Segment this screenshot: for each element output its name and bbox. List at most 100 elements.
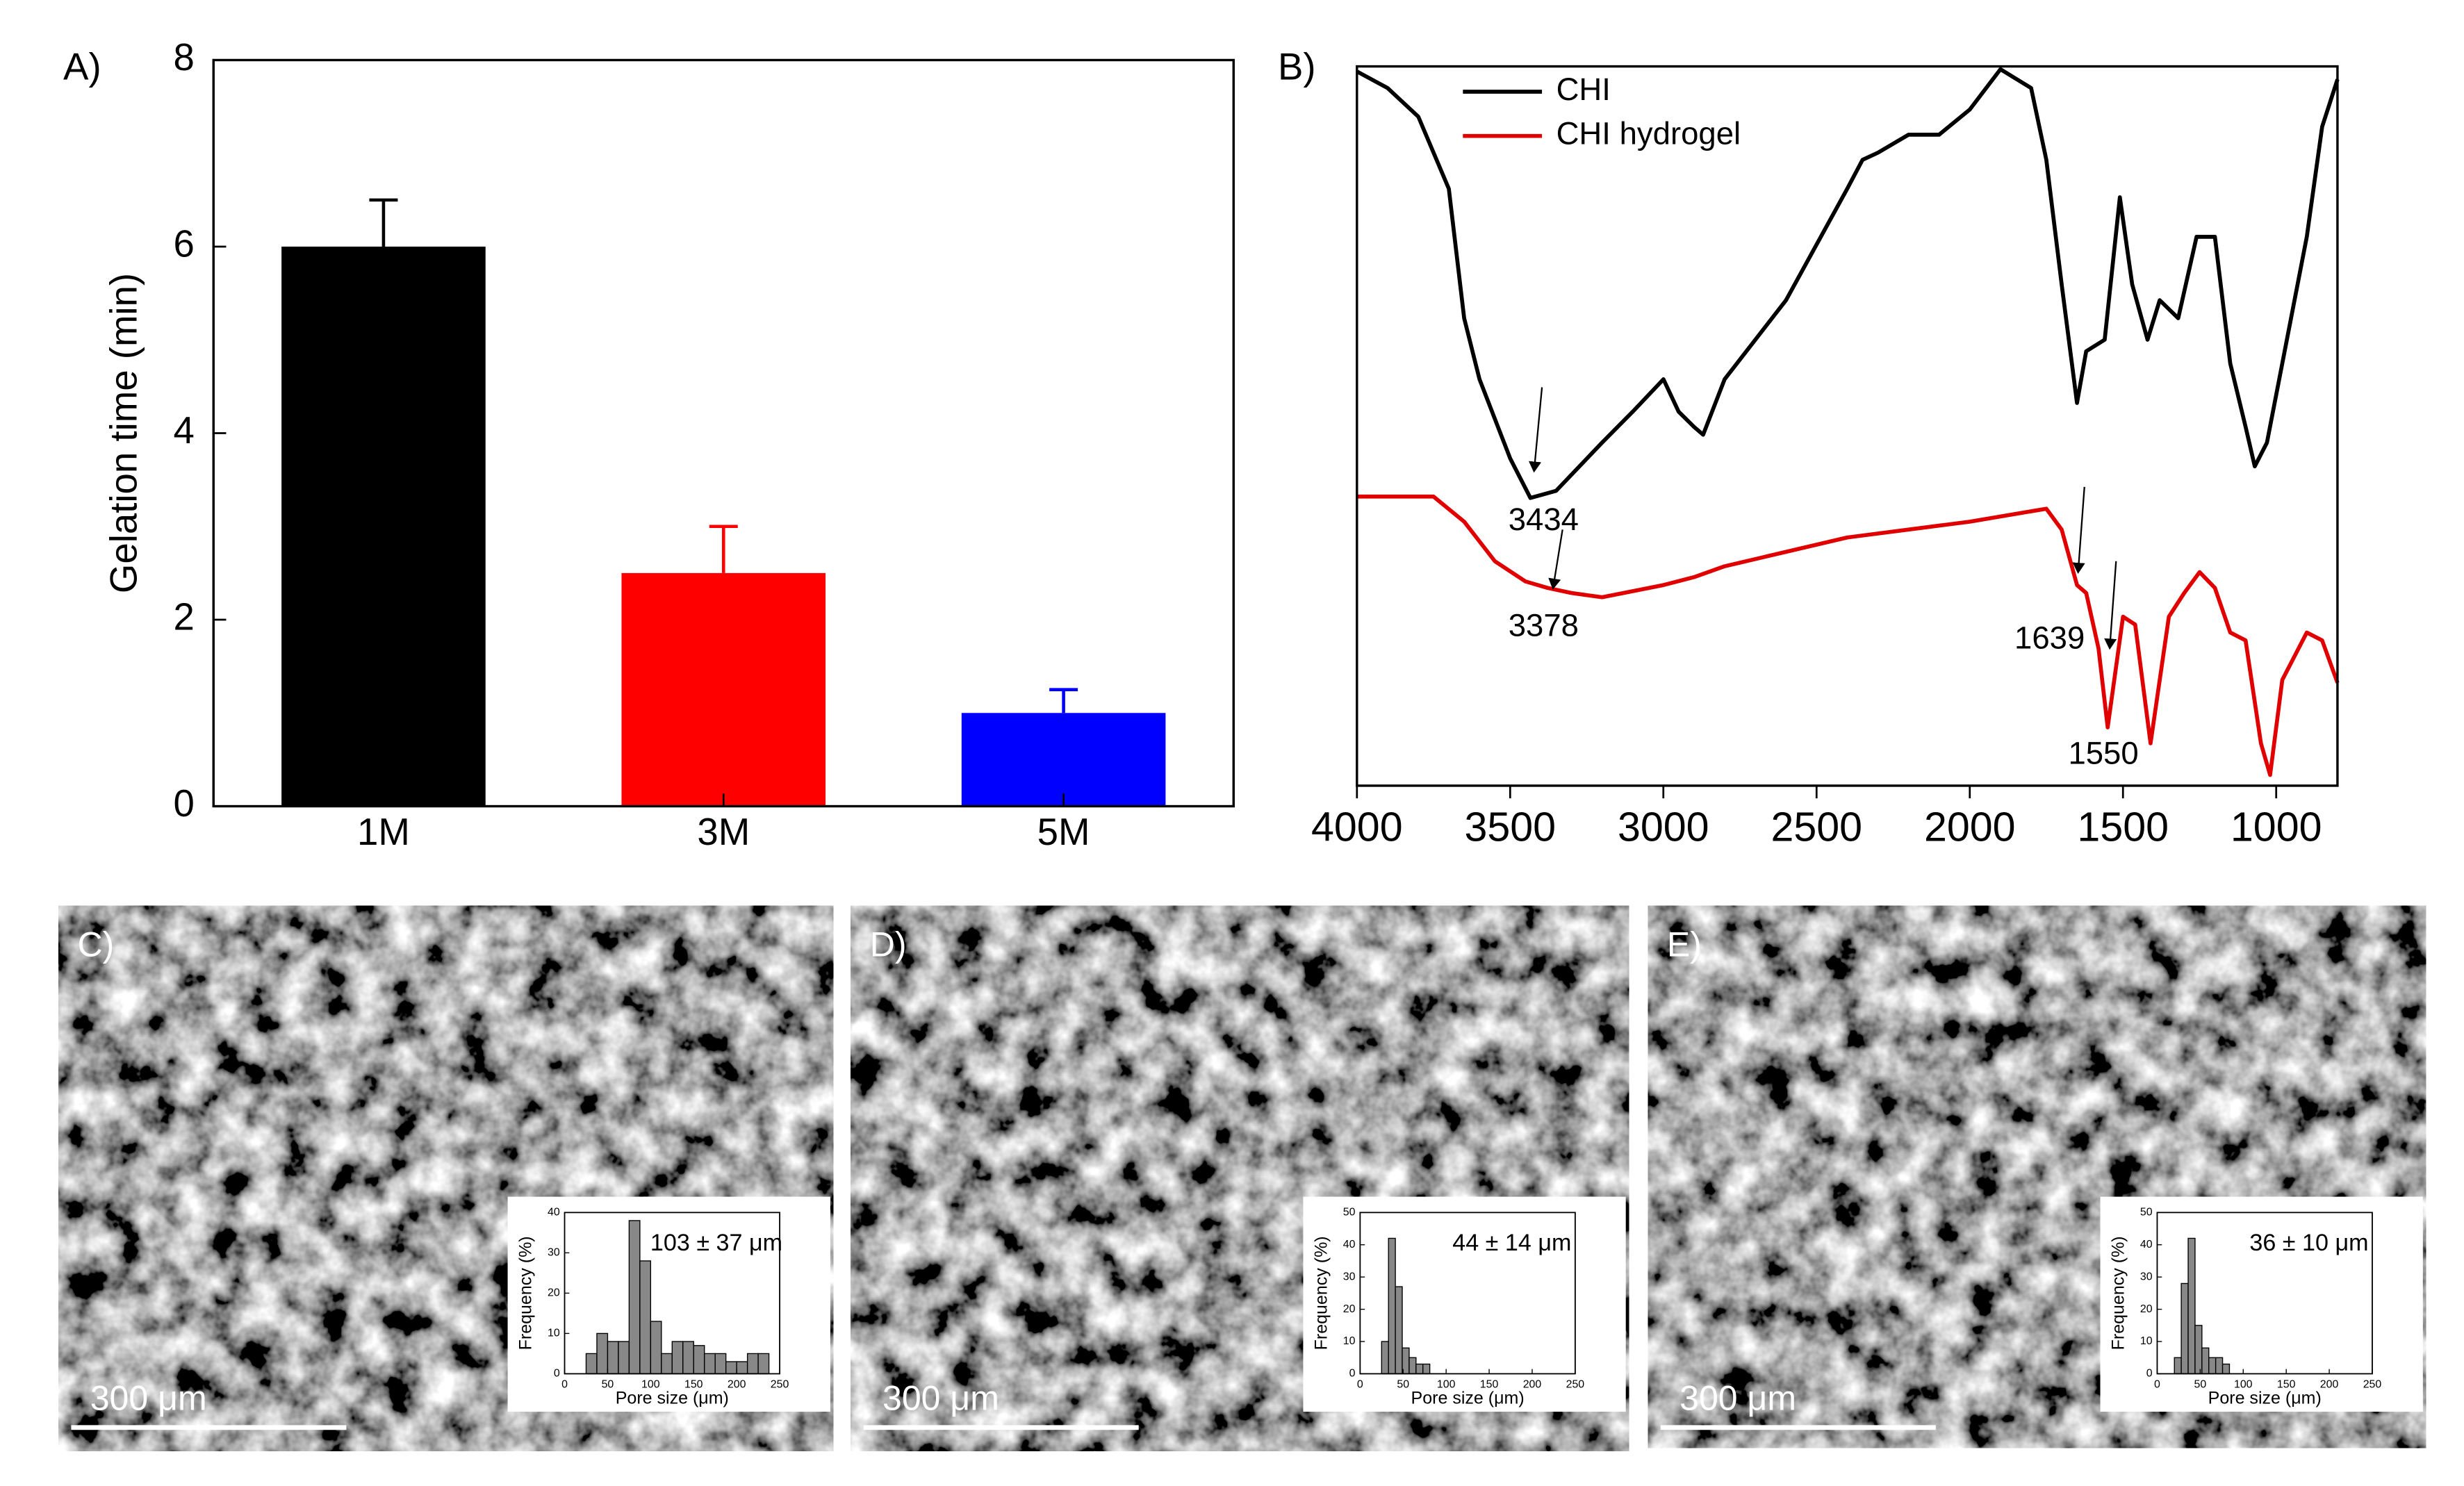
inset-title: 36 ± 10 μm bbox=[2249, 1230, 2368, 1256]
annotation: 1550 bbox=[2068, 736, 2138, 771]
plot-frame bbox=[1356, 65, 2339, 787]
error-bar bbox=[369, 198, 398, 247]
x-tick-label: 150 bbox=[1480, 1379, 1499, 1391]
y-axis-label: Gelation time (min) bbox=[102, 273, 145, 593]
bar bbox=[621, 572, 826, 807]
y-tick-label: 10 bbox=[1343, 1335, 1356, 1347]
histogram-bar bbox=[2194, 1325, 2203, 1375]
histogram-bar bbox=[746, 1353, 759, 1375]
inset-frame bbox=[2156, 1212, 2373, 1375]
histogram-bar bbox=[628, 1220, 641, 1375]
histogram-bar bbox=[725, 1361, 737, 1375]
legend-label: CHI hydrogel bbox=[1557, 116, 1741, 151]
histogram-bar bbox=[1422, 1363, 1431, 1375]
inset-y-label: Frequency (%) bbox=[516, 1236, 536, 1350]
x-tick-label: 3500 bbox=[1464, 803, 1556, 850]
y-tick-label: 20 bbox=[1343, 1303, 1356, 1315]
histogram-bar bbox=[693, 1345, 705, 1375]
histogram-bar bbox=[1395, 1286, 1403, 1375]
histogram-bar bbox=[607, 1341, 619, 1375]
bar bbox=[281, 246, 486, 807]
scale-bar-label: 300 μm bbox=[882, 1378, 999, 1417]
histogram-bar bbox=[682, 1341, 694, 1375]
error-bar bbox=[709, 525, 738, 573]
annotation-arrow bbox=[2104, 561, 2117, 650]
histogram-bar bbox=[596, 1332, 609, 1375]
inset-title: 103 ± 37 μm bbox=[650, 1230, 782, 1256]
x-tick-label: 50 bbox=[2194, 1379, 2207, 1391]
histogram-bar bbox=[2208, 1357, 2217, 1375]
inset-frame bbox=[564, 1212, 780, 1375]
inset-title: 44 ± 14 μm bbox=[1452, 1230, 1571, 1256]
panel-label: C) bbox=[78, 925, 115, 964]
x-tick-label: 5M bbox=[1037, 811, 1090, 853]
histogram-bar bbox=[671, 1341, 684, 1375]
x-tick-label: 100 bbox=[641, 1379, 660, 1391]
x-tick-label: 3M bbox=[697, 811, 750, 853]
panel-label: E) bbox=[1667, 925, 1702, 964]
x-tick-label: 150 bbox=[684, 1379, 703, 1391]
scale-bar-label: 300 μm bbox=[1679, 1378, 1796, 1417]
histogram-bar bbox=[1408, 1357, 1417, 1375]
y-tick-label: 2 bbox=[174, 595, 195, 638]
inset-x-label: Pore size (μm) bbox=[616, 1388, 729, 1407]
y-tick-label: 10 bbox=[548, 1328, 560, 1339]
annotation: 3378 bbox=[1509, 607, 1579, 643]
x-tick-label: 0 bbox=[2154, 1379, 2160, 1391]
plot-frame bbox=[212, 58, 1235, 808]
x-tick-label: 50 bbox=[1397, 1379, 1409, 1391]
inset-background bbox=[1303, 1196, 1626, 1412]
annotation-arrow bbox=[1528, 387, 1543, 473]
y-tick-label: 20 bbox=[548, 1287, 560, 1299]
histogram-bar bbox=[1415, 1363, 1424, 1375]
histogram-bar bbox=[736, 1361, 748, 1375]
annotation: 3434 bbox=[1509, 502, 1579, 537]
annotation: 1639 bbox=[2014, 620, 2085, 656]
inset-x-label: Pore size (μm) bbox=[1411, 1388, 1525, 1407]
histogram-bar bbox=[1388, 1237, 1396, 1375]
x-tick-label: 100 bbox=[1437, 1379, 1456, 1391]
x-tick-label: 2000 bbox=[1924, 803, 2016, 850]
y-tick-label: 0 bbox=[554, 1368, 560, 1380]
x-tick-label: 100 bbox=[2234, 1379, 2253, 1391]
annotation-arrow bbox=[2072, 486, 2085, 575]
histogram-bar bbox=[2180, 1282, 2189, 1375]
histogram-bar bbox=[618, 1341, 630, 1375]
x-tick-label: 0 bbox=[561, 1379, 568, 1391]
x-tick-label: 0 bbox=[1357, 1379, 1363, 1391]
y-tick-label: 50 bbox=[2140, 1207, 2153, 1219]
x-tick-label: 1M bbox=[357, 811, 410, 853]
inset-frame bbox=[1359, 1212, 1576, 1375]
x-tick-label: 50 bbox=[602, 1379, 614, 1391]
y-tick-label: 40 bbox=[2140, 1239, 2153, 1250]
histogram-bar bbox=[639, 1260, 652, 1375]
y-tick-label: 8 bbox=[174, 36, 195, 79]
y-tick-label: 0 bbox=[2146, 1368, 2153, 1380]
x-tick-label: 3000 bbox=[1618, 803, 1709, 850]
error-bar bbox=[1049, 688, 1078, 713]
inset-y-label: Frequency (%) bbox=[2108, 1236, 2128, 1350]
y-tick-label: 30 bbox=[1343, 1271, 1356, 1282]
spectrum-line bbox=[1356, 67, 2340, 500]
histogram-bar bbox=[2221, 1363, 2231, 1375]
histogram-bar bbox=[757, 1353, 770, 1375]
x-tick-label: 150 bbox=[2277, 1379, 2296, 1391]
y-tick-label: 0 bbox=[1349, 1368, 1356, 1380]
x-tick-label: 1000 bbox=[2231, 803, 2322, 850]
inset-x-label: Pore size (μm) bbox=[2208, 1388, 2322, 1407]
inset-background bbox=[507, 1196, 830, 1412]
x-tick-label: 250 bbox=[1566, 1379, 1585, 1391]
inset-background bbox=[2100, 1196, 2423, 1412]
y-tick-label: 30 bbox=[548, 1247, 560, 1259]
panel-label: A) bbox=[63, 46, 101, 88]
y-tick-label: 0 bbox=[174, 782, 195, 825]
y-tick-label: 4 bbox=[174, 409, 195, 452]
y-tick-label: 6 bbox=[174, 222, 195, 265]
x-tick-label: 200 bbox=[2320, 1379, 2339, 1391]
legend-label: CHI bbox=[1557, 72, 1611, 107]
x-tick-label: 200 bbox=[1523, 1379, 1542, 1391]
x-tick-label: 200 bbox=[728, 1379, 746, 1391]
histogram-bar bbox=[661, 1353, 673, 1375]
